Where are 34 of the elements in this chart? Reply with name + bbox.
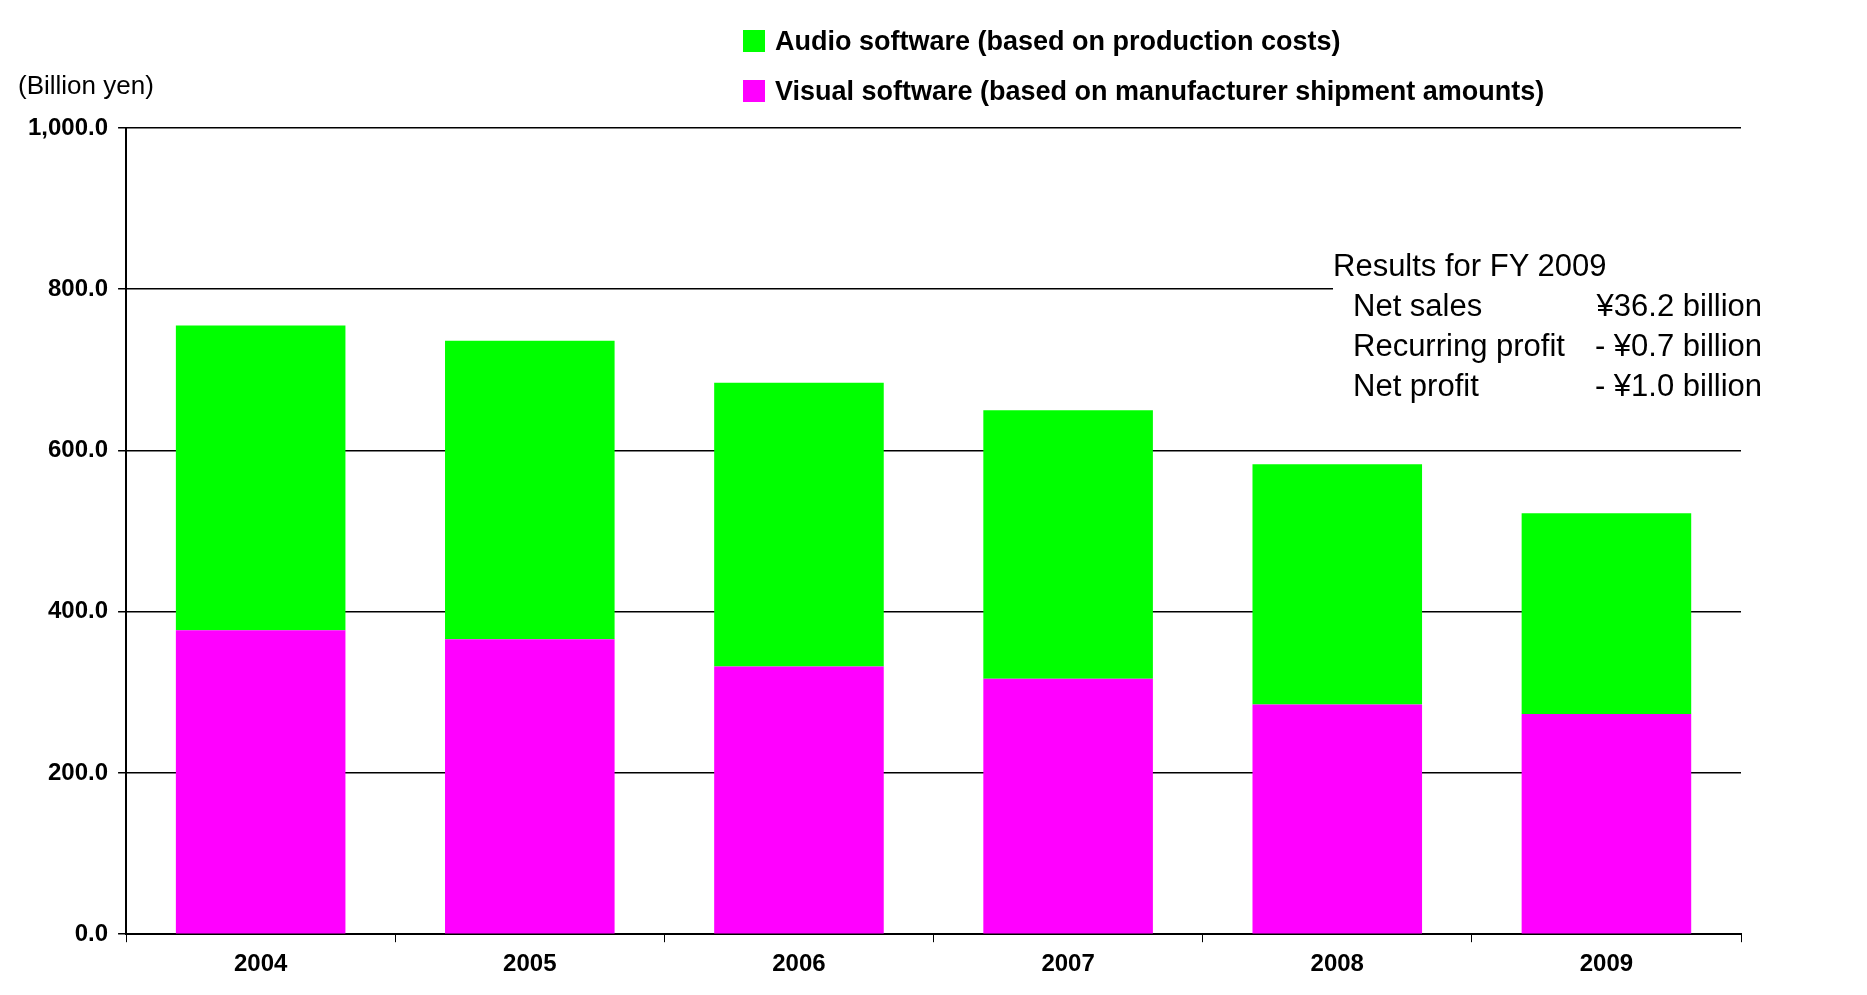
bar bbox=[983, 678, 1153, 934]
bar bbox=[175, 630, 346, 934]
x-tick-label: 2007 bbox=[1041, 949, 1095, 977]
bar bbox=[445, 639, 615, 934]
bar bbox=[1252, 464, 1423, 705]
annotation: Results for FY 2009 bbox=[1333, 247, 1608, 285]
annotation: - ¥0.7 billion bbox=[1594, 327, 1763, 365]
bar bbox=[1521, 513, 1692, 715]
bar bbox=[983, 410, 1153, 679]
x-tick-label: 2008 bbox=[1310, 949, 1364, 977]
x-tick-label: 2004 bbox=[233, 949, 288, 977]
x-tick-label: 2006 bbox=[772, 949, 826, 977]
annotation: Recurring profit bbox=[1353, 327, 1565, 365]
bar bbox=[445, 340, 615, 640]
bar bbox=[714, 666, 884, 934]
y-tick-label: 600.0 bbox=[48, 435, 109, 463]
y-axis-title: (Billion yen) bbox=[18, 70, 154, 101]
y-tick-label: 200.0 bbox=[48, 757, 109, 785]
x-tick-label: 2009 bbox=[1579, 949, 1634, 977]
y-tick-label: 1,000.0 bbox=[28, 112, 109, 140]
bar bbox=[1521, 714, 1692, 934]
bar bbox=[1252, 704, 1423, 934]
annotation: Net sales bbox=[1353, 287, 1484, 325]
legend-label: Audio software (based on production costs) bbox=[775, 25, 1341, 57]
x-tick-label: 2005 bbox=[503, 949, 557, 977]
bar bbox=[714, 382, 884, 667]
y-tick-label: 0.0 bbox=[74, 918, 109, 946]
legend-label: Visual software (based on manufacturer shipment amounts) bbox=[775, 75, 1545, 107]
annotation: ¥36.2 billion bbox=[1595, 287, 1763, 325]
y-tick-label: 400.0 bbox=[48, 596, 109, 624]
annotation: - ¥1.0 billion bbox=[1594, 367, 1763, 405]
bar bbox=[175, 325, 346, 631]
y-tick-label: 800.0 bbox=[48, 273, 109, 301]
annotation: Net profit bbox=[1353, 367, 1480, 405]
